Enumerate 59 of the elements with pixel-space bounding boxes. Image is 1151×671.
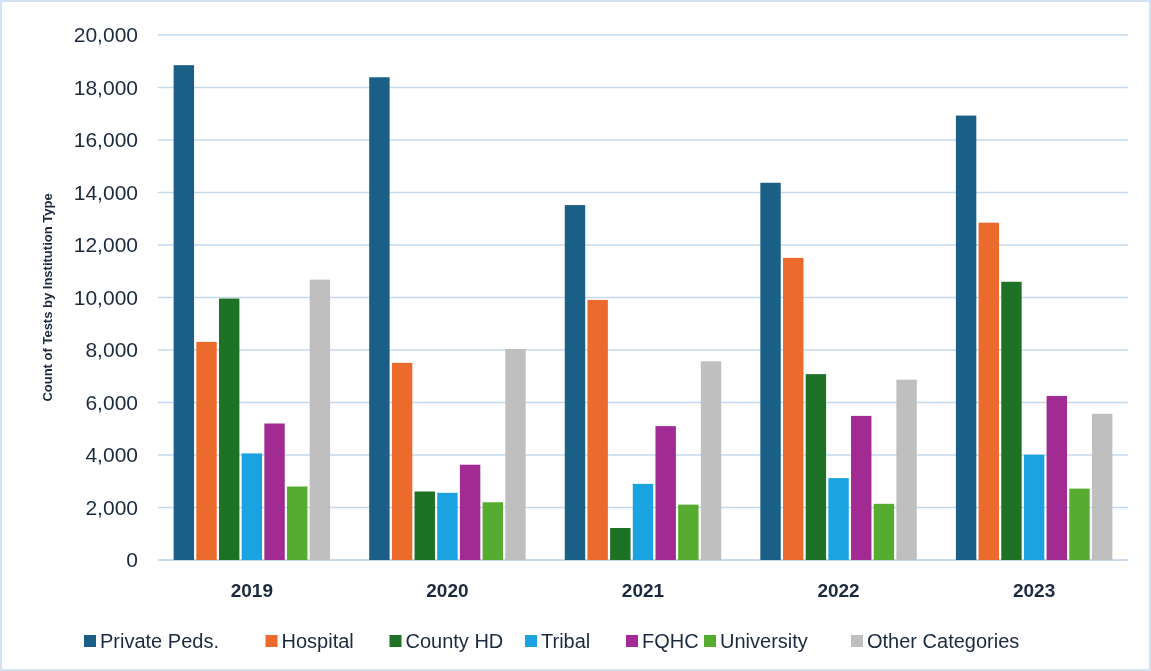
legend-label: Private Peds. [100,630,219,652]
y-tick-label: 16,000 [73,128,138,152]
legend-label: Hospital [281,630,354,652]
bar [196,341,217,560]
bar [1001,281,1022,560]
bar [1046,395,1068,560]
legend-label: Tribal [541,630,591,652]
bar [505,348,526,560]
bar [896,379,917,560]
y-tick-label: 10,000 [73,285,138,309]
bar [678,504,699,560]
x-tick-label: 2022 [817,580,860,601]
y-tick-label: 4,000 [85,443,138,467]
x-tick-label: 2019 [230,580,274,601]
legend-label: University [720,630,808,652]
legend-label: Other Categories [867,630,1020,652]
bar [564,205,586,560]
bar [482,502,503,560]
bar [287,486,308,560]
bar [1069,488,1090,560]
bar [1091,413,1113,560]
bar [610,527,631,560]
bar [264,423,285,560]
bar [851,415,872,560]
x-tick-label: 2020 [426,580,469,601]
legend-label: FQHC [642,630,699,652]
y-tick-label: 6,000 [85,390,138,414]
y-axis-title: Count of Tests by Institution Type [40,193,55,402]
bar [632,483,654,560]
y-tick-label: 12,000 [73,233,138,257]
y-tick-label: 8,000 [85,338,138,362]
bar [459,464,481,560]
bar [760,182,781,560]
bar [828,478,849,560]
bar [1023,454,1045,560]
bar [700,361,722,560]
y-tick-label: 2,000 [85,495,138,519]
y-tick-label: 0 [126,548,138,572]
bar [309,279,331,560]
x-tick-label: 2021 [621,580,665,601]
bar [369,77,390,560]
bar [805,374,827,560]
legend-label: County HD [405,630,504,652]
bar [978,222,999,560]
bar [173,65,195,560]
bar [655,426,676,560]
bar [587,299,608,560]
bar [218,298,240,560]
bar [873,503,895,560]
bar [414,491,435,560]
y-tick-label: 14,000 [73,180,138,204]
bar [241,453,263,560]
y-tick-label: 20,000 [73,23,138,47]
bar [783,257,804,560]
x-tick-label: 2023 [1012,580,1056,601]
y-tick-label: 18,000 [73,75,138,99]
bar [391,362,413,560]
bar [437,492,458,560]
bar [955,115,977,560]
